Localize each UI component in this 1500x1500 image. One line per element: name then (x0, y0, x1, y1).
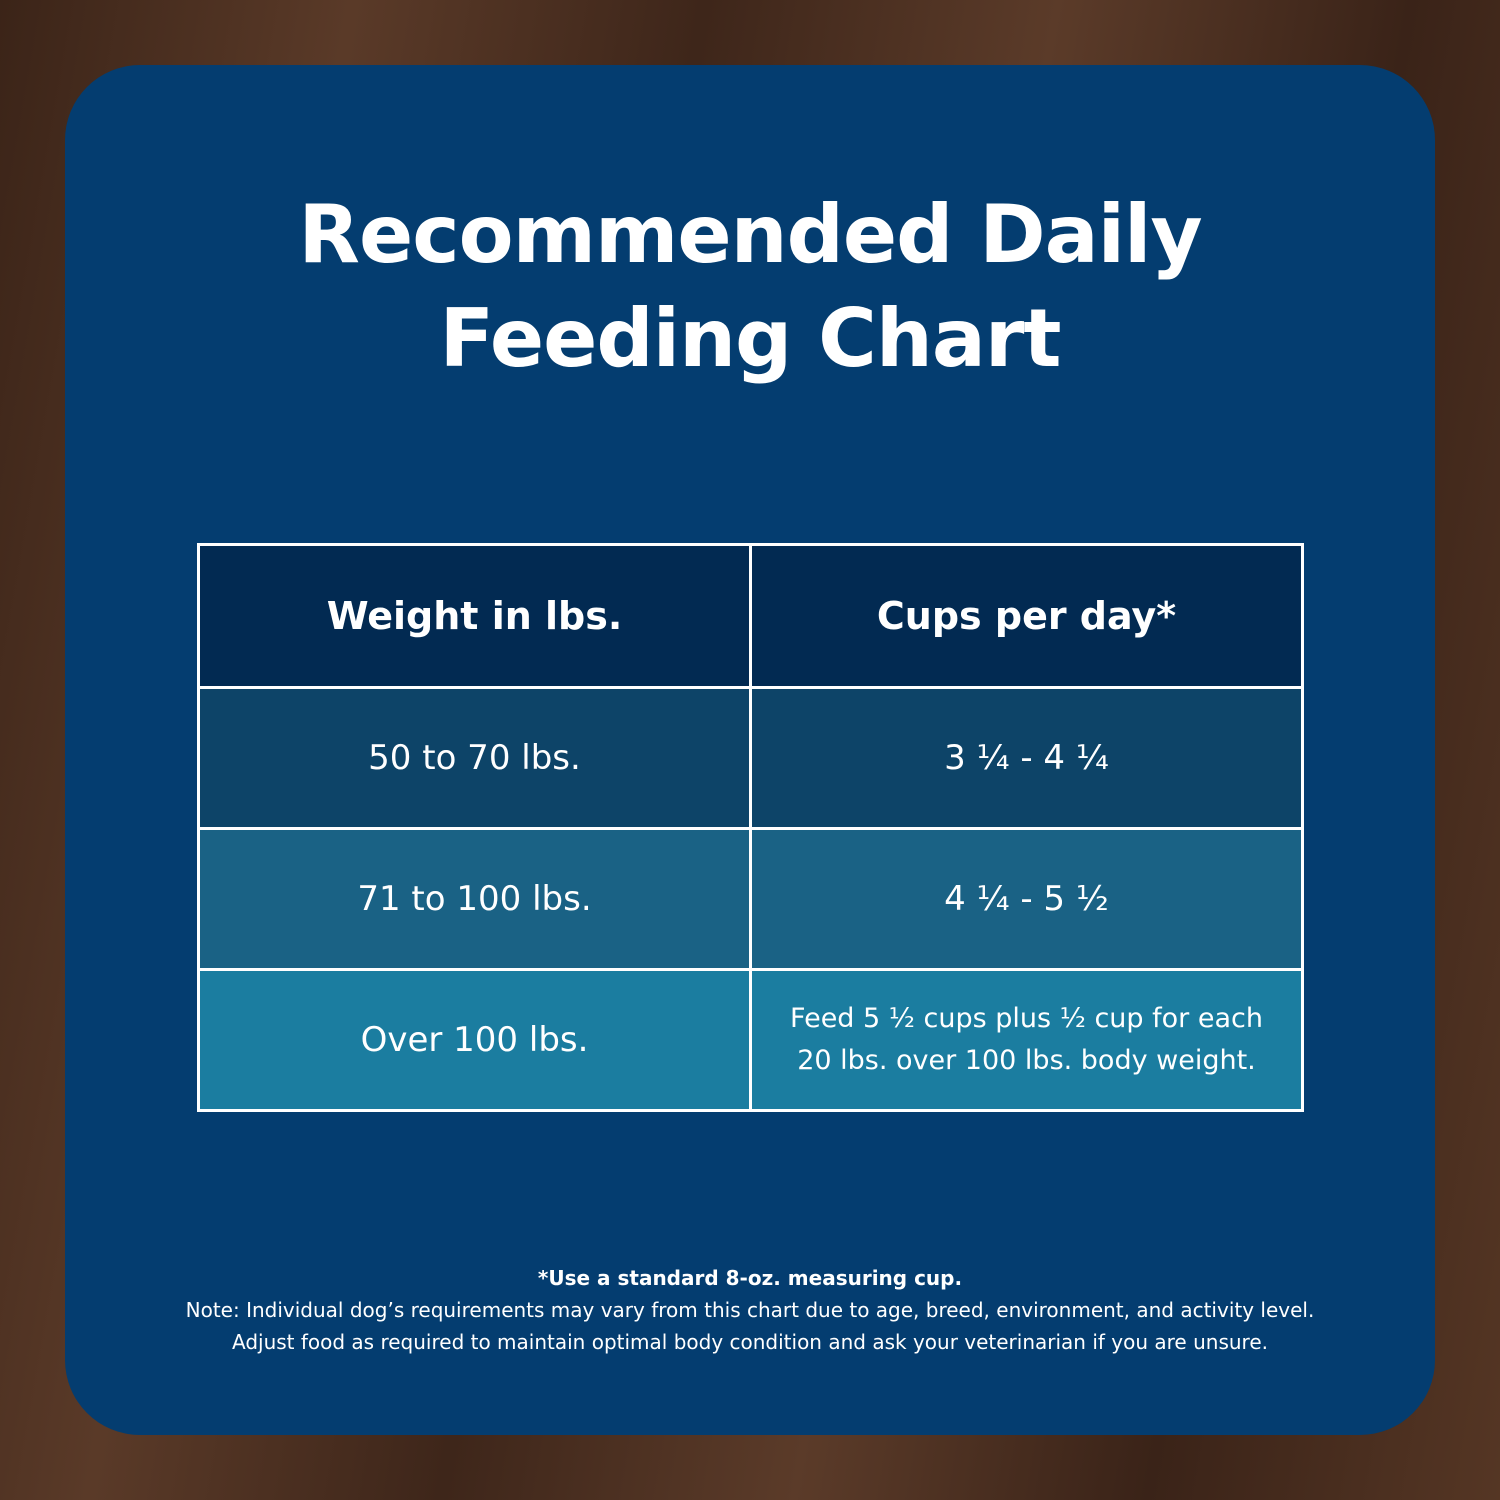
cell-cups: 4 ¼ - 5 ½ (749, 827, 1304, 971)
cell-weight: 71 to 100 lbs. (197, 827, 752, 971)
cell-cups: 3 ¼ - 4 ¼ (749, 686, 1304, 830)
note-line-1: Note: Individual dog’s requirements may … (185, 1298, 1315, 1322)
feeding-table: Weight in lbs. Cups per day* 50 to 70 lb… (197, 543, 1304, 1112)
table-row: 71 to 100 lbs. 4 ¼ - 5 ½ (197, 827, 1304, 971)
note-line-2: Adjust food as required to maintain opti… (231, 1330, 1268, 1354)
table-row: 50 to 70 lbs. 3 ¼ - 4 ¼ (197, 686, 1304, 830)
header-weight: Weight in lbs. (197, 543, 752, 689)
table-header-row: Weight in lbs. Cups per day* (197, 543, 1304, 689)
title-line-2: Feeding Chart (439, 292, 1061, 385)
notes: *Use a standard 8-oz. measuring cup. Not… (65, 1262, 1435, 1358)
cell-cups: Feed 5 ½ cups plus ½ cup for each 20 lbs… (749, 968, 1304, 1112)
page-title: Recommended Daily Feeding Chart (65, 183, 1435, 391)
cell-weight: 50 to 70 lbs. (197, 686, 752, 830)
title-line-1: Recommended Daily (298, 188, 1202, 281)
footnote: *Use a standard 8-oz. measuring cup. (537, 1266, 963, 1290)
table-row: Over 100 lbs. Feed 5 ½ cups plus ½ cup f… (197, 968, 1304, 1112)
cell-weight: Over 100 lbs. (197, 968, 752, 1112)
feeding-chart-panel: Recommended Daily Feeding Chart Weight i… (65, 65, 1435, 1435)
header-cups: Cups per day* (749, 543, 1304, 689)
